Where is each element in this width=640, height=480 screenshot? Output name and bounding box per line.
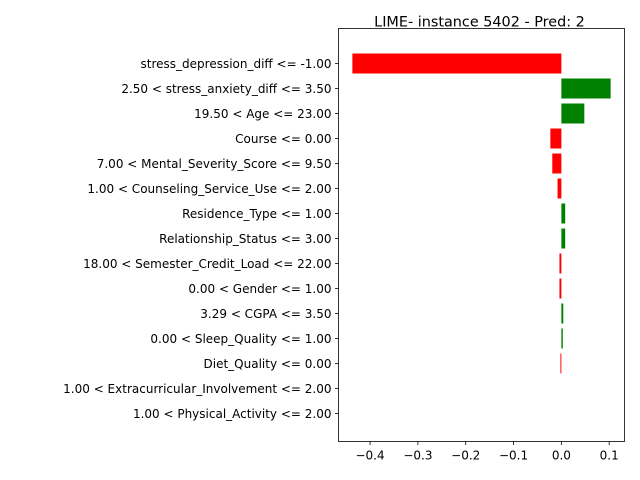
bar [561,78,611,99]
y-tick-label: stress_depression_diff <= -1.00 [141,57,332,71]
x-tick-label: 0.1 [600,449,619,463]
chart-title: LIME- instance 5402 - Pred: 2 [374,15,585,31]
y-tick-label: 1.00 < Counseling_Service_Use <= 2.00 [87,182,331,196]
bar [559,253,562,274]
bar [561,203,566,224]
y-tick-label: Relationship_Status <= 3.00 [159,232,331,246]
y-tick-label: 0.00 < Gender <= 1.00 [188,282,331,296]
bar [352,53,562,74]
plot-frame [338,28,625,442]
bar [561,328,563,349]
bars-group [352,53,611,374]
y-tick-label: 7.00 < Mental_Severity_Score <= 9.50 [97,157,332,171]
y-tick-label: Diet_Quality <= 0.00 [204,357,332,371]
bar [552,153,562,174]
y-tick-labels: stress_depression_diff <= -1.00 2.50 < st… [63,57,339,421]
y-tick-label: Course <= 0.00 [235,132,331,146]
y-tick-label: 3.29 < CGPA <= 3.50 [200,307,331,321]
x-tick-label: 0.0 [552,449,571,463]
y-tick-label: Residence_Type <= 1.00 [182,207,331,221]
bar [560,353,562,374]
bar [561,103,585,124]
x-tick-label: −0.3 [403,449,432,463]
bar [559,278,562,299]
x-tick-label: −0.1 [499,449,528,463]
x-ticks: −0.4 −0.3 −0.2 −0.1 0.0 0.1 [355,441,619,463]
bar [557,178,562,199]
bar [561,303,564,324]
bar [550,128,562,149]
x-tick-label: −0.2 [451,449,480,463]
y-tick-label: 1.00 < Physical_Activity <= 2.00 [133,407,332,421]
y-tick-label: 1.00 < Extracurricular_Involvement <= 2.… [63,382,331,396]
y-tick-label: 19.50 < Age <= 23.00 [194,107,331,121]
y-tick-label: 0.00 < Sleep_Quality <= 1.00 [150,332,331,346]
bar [561,228,566,249]
y-tick-label: 2.50 < stress_anxiety_diff <= 3.50 [121,82,331,96]
x-tick-label: −0.4 [355,449,384,463]
y-tick-label: 18.00 < Semester_Credit_Load <= 22.00 [83,257,331,271]
